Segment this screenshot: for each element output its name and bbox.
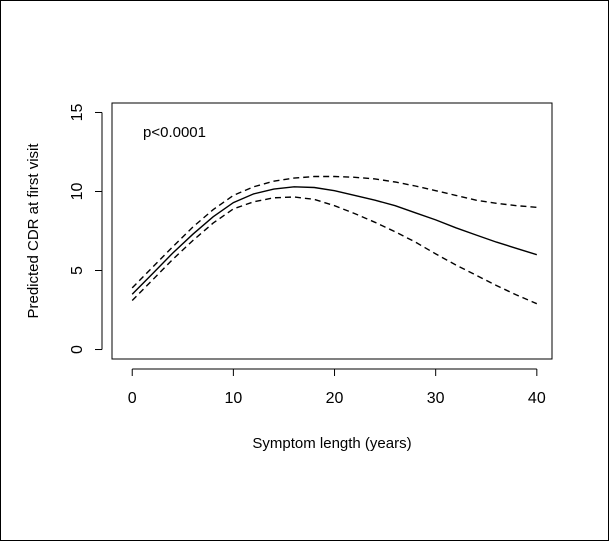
- confidence-band-line-2: [131, 196, 538, 305]
- y-tick-label: 10: [69, 182, 86, 200]
- y-axis-label: Predicted CDR at first visit: [25, 143, 42, 319]
- y-axis: 0 5 10 15: [69, 103, 103, 354]
- series-layer: [131, 175, 538, 305]
- x-tick-label: 30: [427, 390, 445, 407]
- estimate-line: [131, 186, 538, 295]
- p-value-annotation: p<0.0001: [143, 124, 206, 141]
- x-axis: 0 10 20 30 40: [128, 368, 546, 407]
- x-tick-label: 10: [224, 390, 242, 407]
- y-tick-label: 5: [69, 266, 86, 275]
- x-axis-label: Symptom length (years): [252, 435, 411, 452]
- plot-area-border: [111, 102, 553, 360]
- x-tick-label: 0: [128, 390, 137, 407]
- figure-frame-right-edge: [608, 0, 611, 541]
- confidence-band-line-1: [131, 175, 537, 289]
- x-tick-label: 40: [528, 390, 546, 407]
- y-tick-label: 15: [69, 103, 86, 121]
- y-tick-label: 0: [69, 345, 86, 354]
- x-tick-label: 20: [326, 390, 344, 407]
